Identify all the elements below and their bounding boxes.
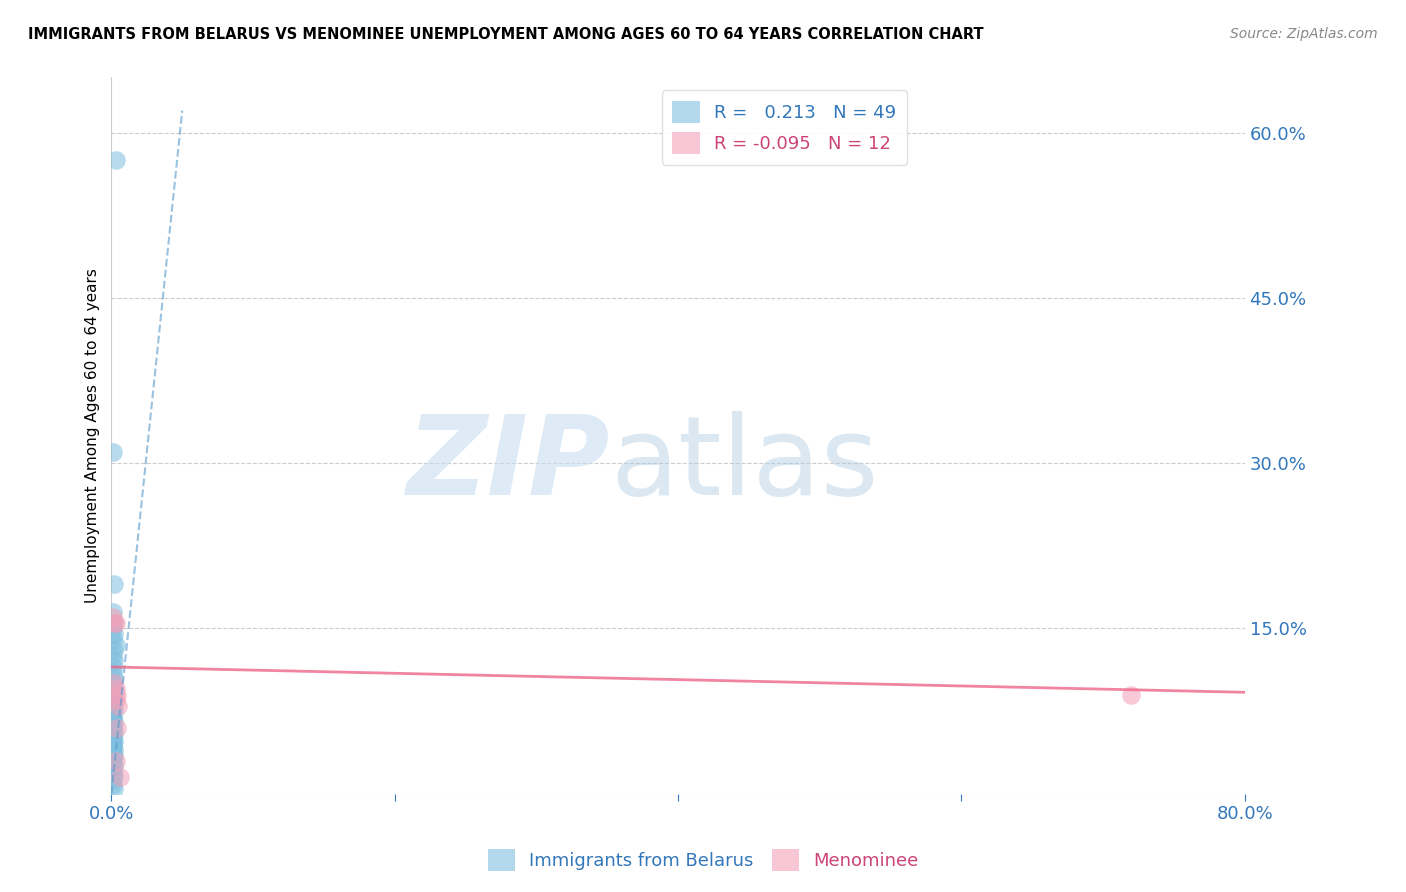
Point bbox=[103, 704, 125, 718]
Text: atlas: atlas bbox=[610, 410, 879, 517]
Point bbox=[105, 688, 128, 702]
Point bbox=[101, 730, 124, 744]
Point bbox=[101, 632, 124, 647]
Point bbox=[101, 736, 124, 750]
Y-axis label: Unemployment Among Ages 60 to 64 years: Unemployment Among Ages 60 to 64 years bbox=[86, 268, 100, 603]
Point bbox=[101, 764, 124, 779]
Point bbox=[103, 615, 125, 630]
Point bbox=[101, 756, 124, 770]
Point bbox=[101, 688, 124, 702]
Point bbox=[104, 754, 127, 768]
Point bbox=[101, 712, 124, 726]
Point bbox=[104, 153, 127, 167]
Point bbox=[101, 778, 124, 792]
Point bbox=[104, 681, 127, 696]
Point bbox=[101, 660, 124, 674]
Point bbox=[101, 723, 124, 737]
Point bbox=[103, 742, 125, 756]
Point bbox=[101, 648, 124, 663]
Point bbox=[101, 738, 124, 752]
Point bbox=[108, 770, 131, 784]
Point bbox=[101, 676, 124, 690]
Point bbox=[103, 615, 125, 630]
Point bbox=[103, 759, 125, 773]
Point bbox=[105, 721, 128, 735]
Point bbox=[103, 577, 125, 591]
Point bbox=[101, 700, 124, 714]
Point bbox=[101, 754, 124, 768]
Legend: Immigrants from Belarus, Menominee: Immigrants from Belarus, Menominee bbox=[481, 842, 925, 879]
Point bbox=[101, 718, 124, 732]
Point bbox=[101, 610, 124, 624]
Point bbox=[103, 769, 125, 783]
Point bbox=[1121, 688, 1143, 702]
Point bbox=[104, 638, 127, 652]
Point bbox=[101, 445, 124, 459]
Point bbox=[107, 698, 129, 713]
Point bbox=[103, 693, 125, 707]
Point bbox=[101, 665, 124, 680]
Point bbox=[103, 627, 125, 641]
Point bbox=[103, 749, 125, 764]
Point bbox=[103, 782, 125, 797]
Point bbox=[101, 740, 124, 755]
Point bbox=[101, 621, 124, 635]
Point bbox=[103, 726, 125, 740]
Point bbox=[101, 731, 124, 746]
Point bbox=[103, 714, 125, 729]
Legend: R =   0.213   N = 49, R = -0.095   N = 12: R = 0.213 N = 49, R = -0.095 N = 12 bbox=[662, 90, 907, 165]
Point bbox=[101, 605, 124, 619]
Point bbox=[104, 615, 127, 630]
Point bbox=[103, 643, 125, 657]
Point bbox=[104, 693, 127, 707]
Point bbox=[103, 681, 125, 696]
Text: IMMIGRANTS FROM BELARUS VS MENOMINEE UNEMPLOYMENT AMONG AGES 60 TO 64 YEARS CORR: IMMIGRANTS FROM BELARUS VS MENOMINEE UNE… bbox=[28, 27, 984, 42]
Point bbox=[101, 747, 124, 761]
Point bbox=[103, 676, 125, 690]
Point bbox=[101, 696, 124, 710]
Point bbox=[101, 709, 124, 723]
Point bbox=[101, 721, 124, 735]
Point bbox=[101, 751, 124, 765]
Text: Source: ZipAtlas.com: Source: ZipAtlas.com bbox=[1230, 27, 1378, 41]
Text: ZIP: ZIP bbox=[406, 410, 610, 517]
Point bbox=[103, 671, 125, 685]
Point bbox=[101, 773, 124, 788]
Point bbox=[103, 733, 125, 747]
Point bbox=[101, 745, 124, 759]
Point bbox=[101, 763, 124, 777]
Point bbox=[103, 655, 125, 669]
